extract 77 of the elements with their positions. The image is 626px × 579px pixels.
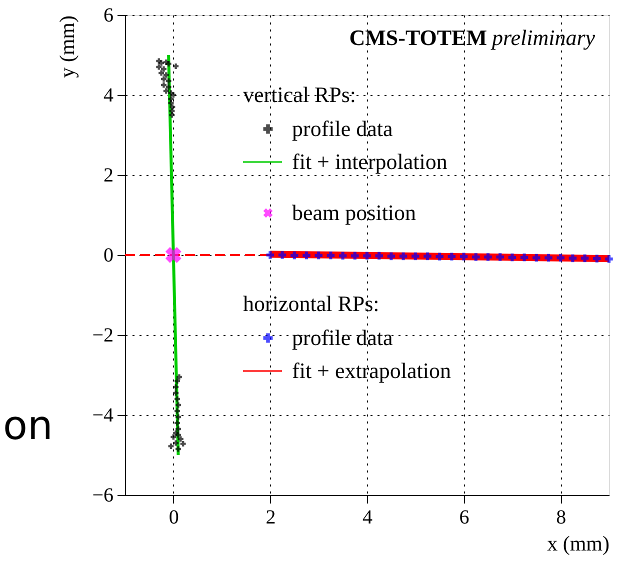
point: [302, 252, 310, 260]
point: [338, 252, 347, 260]
point: [176, 402, 181, 408]
point: [351, 252, 359, 260]
point: [176, 374, 182, 380]
point: [326, 252, 335, 260]
point: [174, 420, 180, 426]
point: [520, 254, 528, 262]
y-axis-title: y (mm): [55, 15, 80, 78]
point: [176, 432, 181, 438]
point: [399, 252, 408, 260]
point: [424, 252, 432, 260]
point: [580, 254, 589, 262]
point: [556, 254, 564, 262]
point: [472, 253, 480, 261]
point: [496, 253, 504, 261]
point: [375, 252, 383, 260]
point: [168, 443, 174, 449]
point: [448, 252, 456, 260]
point: [387, 252, 396, 260]
point: [174, 378, 180, 384]
point: [173, 384, 179, 390]
point: [176, 446, 181, 452]
legend-label: profile data: [292, 325, 394, 350]
point: [173, 63, 179, 69]
x-tick-label: 4: [362, 506, 372, 528]
text: on: [3, 403, 53, 449]
y-tick-label: 2: [104, 164, 114, 186]
point: [176, 426, 181, 432]
y-tick-label: 6: [104, 4, 114, 26]
point: [544, 254, 552, 262]
point: [160, 66, 166, 72]
point: [412, 252, 420, 260]
x-axis-title: x (mm): [547, 532, 610, 556]
point: [363, 252, 371, 260]
point: [436, 252, 444, 260]
point: [173, 390, 179, 396]
x-tick-label: 2: [266, 506, 276, 528]
point: [160, 76, 166, 82]
point: [176, 414, 181, 420]
point: [532, 254, 540, 262]
y-tick-label: −4: [92, 404, 114, 426]
annotation: horizontal RPs:: [243, 291, 380, 316]
point: [165, 247, 182, 263]
point: [174, 408, 180, 414]
point: [314, 252, 322, 260]
legend-label: fit + extrapolation: [292, 358, 452, 383]
legend-label: fit + interpolation: [292, 149, 448, 174]
point: [174, 396, 180, 402]
x-tick-label: 0: [168, 506, 179, 528]
point: [278, 251, 286, 259]
point: [180, 441, 186, 447]
y-tick-label: 0: [104, 244, 114, 266]
y-tick-label: −2: [92, 324, 114, 346]
point: [508, 254, 516, 262]
point: [266, 251, 274, 259]
point: [484, 253, 492, 261]
point: [460, 252, 468, 260]
point: [160, 82, 166, 88]
point: [158, 60, 164, 66]
y-tick-label: 4: [104, 84, 114, 106]
annotation: vertical RPs:: [243, 82, 356, 107]
x-tick-label: 6: [459, 506, 470, 528]
point: [173, 440, 179, 446]
legend-label: beam position: [292, 200, 416, 225]
point: [593, 254, 601, 262]
point: [568, 254, 577, 262]
point: [178, 436, 184, 442]
point: [290, 252, 298, 260]
point: [158, 70, 164, 76]
y-tick-label: −6: [92, 484, 114, 506]
x-tick-label: 8: [556, 506, 566, 528]
point: [605, 255, 613, 263]
point: [166, 61, 172, 67]
legend-label: profile data: [292, 116, 394, 141]
chart-title: CMS-TOTEM: [349, 25, 488, 50]
chart-subtitle: preliminary: [490, 25, 596, 50]
